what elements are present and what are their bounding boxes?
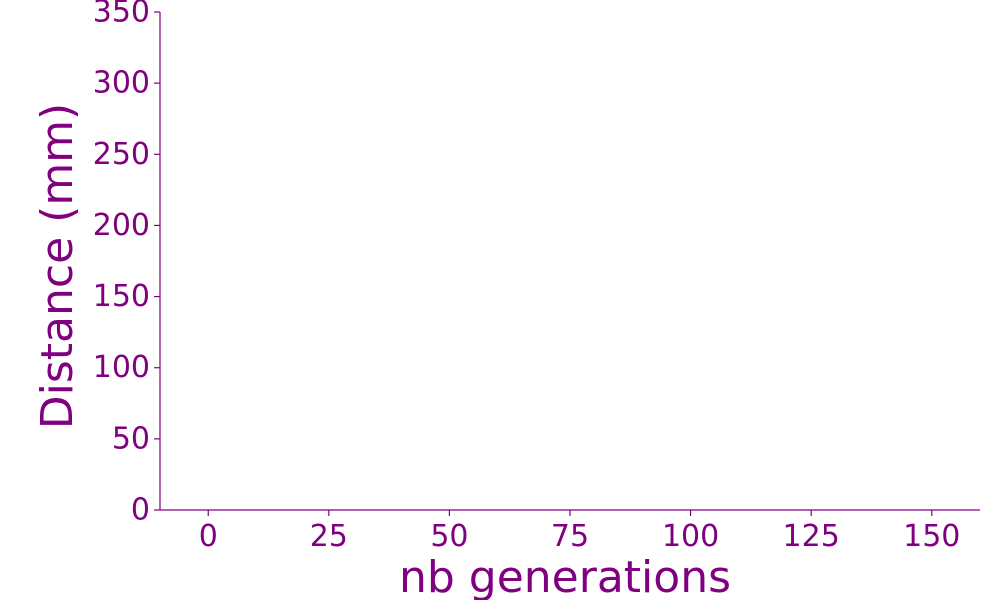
y-tick-label: 100 — [93, 350, 150, 385]
x-tick-label: 75 — [551, 519, 589, 554]
y-tick-label: 150 — [93, 279, 150, 314]
x-tick-label: 150 — [903, 519, 960, 554]
x-tick-label: 0 — [199, 519, 218, 554]
y-tick-label: 50 — [112, 421, 150, 456]
x-tick-label: 25 — [310, 519, 348, 554]
x-tick-label: 125 — [783, 519, 840, 554]
y-tick-label: 300 — [93, 66, 150, 101]
x-tick-label: 50 — [430, 519, 468, 554]
y-tick-label: 250 — [93, 137, 150, 172]
x-ticks: 0 25 50 75 100 125 150 — [199, 510, 960, 554]
y-tick-label: 350 — [93, 0, 150, 30]
y-tick-label: 200 — [93, 208, 150, 243]
y-axis-title: Distance (mm) — [32, 103, 83, 429]
y-ticks: 0 50 100 150 200 250 300 350 — [93, 0, 160, 528]
y-tick-label: 0 — [131, 493, 150, 528]
x-axis-title: nb generations — [399, 552, 731, 600]
x-tick-label: 100 — [662, 519, 719, 554]
